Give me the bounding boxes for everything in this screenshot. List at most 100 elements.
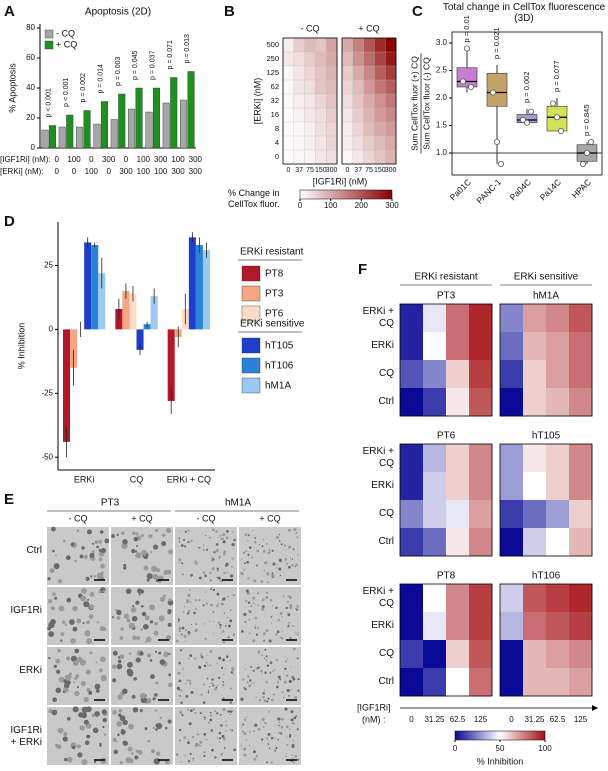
cell-texture [189,601,192,604]
cell-texture [287,612,289,614]
cell-texture [241,745,243,747]
cell-texture [226,530,229,533]
heatmap-cell [293,149,306,165]
cell-texture [273,669,276,671]
cell-texture [62,620,66,624]
heatmap-cell [400,472,424,501]
cell-texture [49,568,55,574]
cell-texture [167,622,172,627]
cell-texture [154,709,158,712]
cell-texture [261,545,264,547]
cell-texture [293,528,297,532]
p-value: p = 0.003 [115,57,122,86]
cell-texture [248,546,252,549]
colorbar-tick-label: 100 [538,744,552,753]
cell-texture [261,717,265,722]
cell-texture [294,565,297,567]
cell-texture [280,543,283,546]
micrograph [239,527,301,585]
cell-texture [194,607,197,611]
cell-texture [200,653,202,655]
heatmap-cell [326,121,338,137]
cell-texture [223,571,226,575]
row-title: CQ [379,368,394,379]
cell-texture [277,738,279,741]
cell-texture [101,709,107,715]
heatmap-cell [304,37,316,53]
heatmap-cell [282,149,295,165]
cell-texture [159,716,162,720]
cell-texture [292,625,294,627]
cell-texture [206,664,209,667]
cell-texture [168,549,174,555]
cell-texture [276,563,278,565]
cell-texture [225,536,229,540]
cell-texture [98,590,102,594]
heatmap-cell [352,79,365,95]
cell-texture [209,536,211,539]
cell-texture [132,707,139,713]
cell-texture [224,624,228,628]
cell-texture [254,537,257,539]
cell-texture [292,548,295,551]
cell-texture [100,675,107,682]
cell-texture [210,729,214,732]
cell-texture [188,722,192,726]
cell-texture [79,659,87,666]
cell-texture [262,550,266,553]
cell-texture [53,709,57,713]
cell-texture [290,666,292,668]
cell-texture [291,676,294,679]
cell-texture [229,713,231,716]
cell-texture [189,682,192,685]
group-title: ERKi sensitive [514,272,579,283]
cell-texture [70,655,77,662]
cell-texture [281,691,284,694]
heatmap-cell [546,472,570,501]
panel-letter: D [4,213,15,230]
cell-texture [83,601,90,608]
cell-texture [254,616,258,620]
heatmap-cell [293,93,306,109]
cell-texture [168,673,172,677]
cell-texture [263,689,265,691]
heatmap-cell [523,640,547,669]
cell-texture [150,674,155,679]
cell-texture [62,539,66,543]
cell-texture [180,544,184,547]
heatmap-cell [374,135,386,151]
cell-texture [217,603,220,605]
cell-texture [265,629,269,632]
legend-label: + CQ [56,39,77,49]
cell-texture [261,738,264,741]
heatmap-cell [500,472,524,501]
cell-texture [279,574,282,577]
cell-texture [200,745,202,747]
heatmap-cell [500,500,524,529]
cell-texture [56,743,62,750]
cell-texture [209,603,213,607]
x-tick-label: 300 [326,167,338,174]
heatmap-cell [315,79,327,95]
cell-texture [207,721,211,724]
cell-texture [55,687,62,694]
point [584,149,591,156]
cell-texture [209,571,212,575]
cell-texture [194,657,197,660]
heatmap-cell [423,584,447,613]
cell-texture [63,683,70,689]
cell-texture [149,659,153,662]
micrograph [239,707,301,765]
p-value: p < 0.001 [46,88,53,117]
condition-value: 300 [102,155,116,164]
cell-texture [103,733,107,736]
cell-texture [185,629,188,632]
cell-texture [219,578,222,581]
cell-texture [263,562,266,564]
cell-texture [264,561,268,565]
column-title: + CQ [131,513,152,523]
cell-texture [222,630,224,632]
cell-texture [148,534,153,539]
cell-texture [129,758,134,763]
